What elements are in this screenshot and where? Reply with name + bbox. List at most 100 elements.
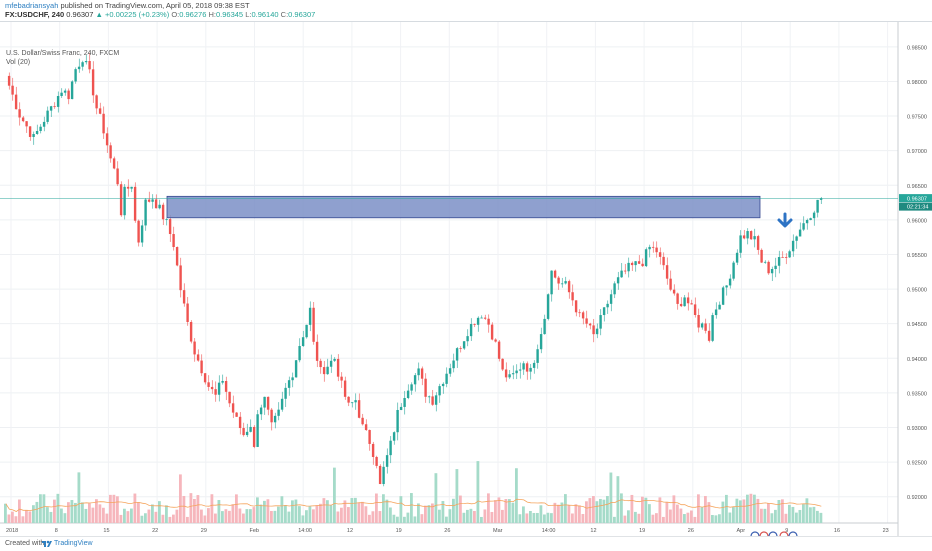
candle-body [340,376,343,381]
volume-bar [382,494,385,523]
low-label: L: [245,10,252,19]
volume-bar [707,502,711,523]
candle-body [77,66,81,70]
candle-body [655,247,658,253]
volume-bar [319,503,322,523]
chart-area[interactable]: 0.98500 0.98000 0.97500 0.97000 0.96500 0.960… [0,21,932,537]
candle-body [354,400,357,403]
volume-bar [805,498,809,523]
volume-bar [46,507,49,523]
volume-ma-line [5,498,822,512]
volume-bar [193,498,196,523]
close-value: 0.96307 [288,10,316,19]
x-tick-label: 9 [785,528,788,534]
volume-bar [84,508,88,523]
volume-bar [630,494,634,523]
candle-body [693,304,697,315]
candle-body [273,415,277,423]
candle-body [231,403,235,413]
volume-bar [119,514,123,523]
volume-bar [644,497,648,523]
candle-body [623,270,627,272]
candle-body [224,380,228,392]
volume-bar [224,509,228,523]
candle-body [161,204,165,220]
candle-body [644,249,648,267]
author-link[interactable]: mfebadriansyah [5,1,59,10]
volume-bar [634,511,637,523]
volume-bar [4,503,7,523]
candle-body [375,456,378,466]
candle-body [214,389,217,395]
volume-bar [396,516,399,523]
candle-body [84,61,88,63]
volume-bar [315,505,319,523]
candle-body [210,386,214,390]
volume-bar [273,510,277,523]
volume-bar [77,472,81,523]
volume-bar [294,499,298,523]
candle-body [200,360,203,374]
candle-body [511,373,515,375]
volume-bar [252,507,256,523]
price-chart[interactable]: 0.98500 0.98000 0.97500 0.97000 0.96500 0.960… [0,22,932,537]
candle-body [518,369,522,371]
volume-bar [413,516,417,523]
volume-bar [266,499,270,523]
volume-bar [784,513,788,523]
candle-body [308,307,312,325]
y-tick-label: 0.92500 [907,461,927,467]
volume-bar [553,502,557,523]
candle-body [564,281,567,284]
x-tick-label: 12 [347,528,353,534]
volume-bar [791,506,795,523]
candle-body [550,270,553,295]
high-label: H: [208,10,216,19]
volume-bar [364,506,368,523]
volume-bar [564,494,567,523]
volume-bar [641,496,644,523]
candle-body [112,158,116,169]
x-tick-label: 22 [152,528,158,534]
volume-bar [249,509,252,523]
volume-bar [763,508,767,523]
volume-bar [182,496,186,523]
volume-bar [130,508,133,523]
volume-bar [732,507,735,523]
volume-bar [574,504,578,523]
volume-bar [308,506,312,523]
volume-bar [809,507,812,523]
candle-body [812,212,816,219]
candle-body [46,110,49,122]
candle-body [399,406,403,410]
volume-bar [375,493,378,523]
candle-body [350,402,354,404]
countdown-badge [899,202,932,211]
volume-bar [175,509,179,523]
volume-bar [343,500,347,523]
volume-bar [802,504,805,523]
candle-body [637,261,641,264]
volume-bar [144,513,147,523]
candle-body [466,336,469,342]
candle-body [28,126,32,137]
candle-body [347,396,350,403]
candle-body [529,367,532,372]
candle-body [809,218,812,221]
candle-body [445,373,448,384]
volume-bar [102,507,105,523]
volume-bar [651,514,655,523]
candle-body [137,220,140,243]
tradingview-link[interactable]: TradingView [54,540,93,547]
candle-body [595,328,599,335]
volume-bar [326,500,329,523]
candle-body [130,186,133,189]
candle-body [669,278,672,290]
candle-body [557,277,560,284]
chart-legend: U.S. Dollar/Swiss Franc, 240, FXCM Vol (… [6,49,119,67]
volume-bar [389,507,392,523]
candle-body [781,257,784,258]
current-price-label: 0.96307 [907,196,927,202]
volume-bar [361,501,364,523]
volume-bar [613,516,616,523]
